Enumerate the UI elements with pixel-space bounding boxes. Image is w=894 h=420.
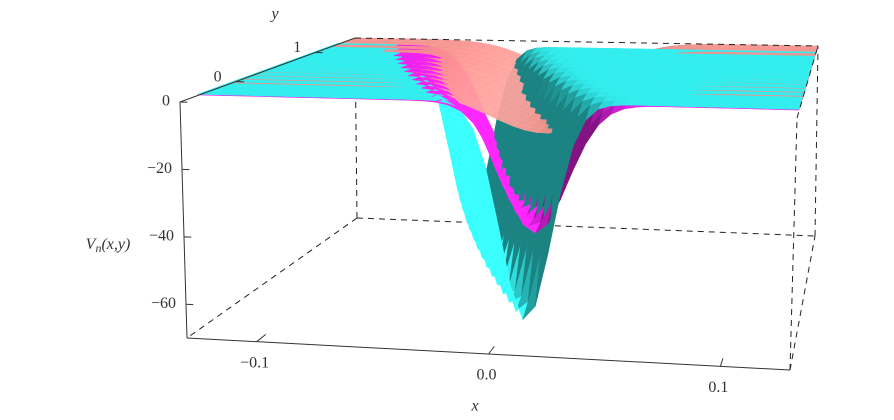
surface-patch <box>764 71 778 77</box>
z-tick-label: 0 <box>162 93 170 110</box>
surface-patch <box>740 95 756 101</box>
box-edge <box>789 235 816 371</box>
z-tick-label: −20 <box>147 160 172 177</box>
surface-patch <box>775 71 789 77</box>
surface-patch <box>786 71 800 77</box>
surface-patch <box>762 100 778 105</box>
surface-patch <box>780 59 794 65</box>
surface-patch <box>800 63 813 69</box>
x-tick-label: −0.1 <box>240 354 269 371</box>
y-axis-line <box>179 37 356 103</box>
surface-patch <box>802 55 816 61</box>
x-tick-label: 0.0 <box>477 367 497 384</box>
surface-patch <box>736 103 752 109</box>
y-tick-label: 1 <box>293 39 301 56</box>
surface-patch <box>790 59 804 65</box>
box-edge <box>789 117 798 371</box>
surface-patch <box>806 45 819 51</box>
y-tick-label: 0 <box>214 68 222 85</box>
box-edge <box>796 45 819 119</box>
surface-patch <box>764 96 780 101</box>
surfaces <box>197 37 819 321</box>
box-edge <box>356 217 816 237</box>
surface-patch <box>782 55 795 61</box>
y-axis-label: y <box>269 6 279 23</box>
box-front <box>179 37 819 371</box>
surface-patch <box>728 95 744 100</box>
surface-patch <box>767 63 782 69</box>
surface-patch <box>750 75 765 80</box>
surface-patch <box>762 75 776 81</box>
surface-patch <box>773 104 789 110</box>
surface-patch <box>773 75 787 81</box>
surface-patch <box>725 99 742 105</box>
box-back <box>186 37 816 339</box>
surface-patch <box>738 99 754 105</box>
surface-patch <box>792 55 805 61</box>
z-axis-line <box>179 101 188 339</box>
surface-patch <box>776 67 791 73</box>
box-edge <box>186 217 358 339</box>
surface-patch <box>776 96 792 102</box>
z-label-base: V <box>86 236 98 253</box>
surface-patch <box>766 67 780 73</box>
surface-patch <box>789 96 804 102</box>
surface-patch <box>775 100 790 106</box>
x-tick-label: 0.1 <box>708 379 728 396</box>
x-tick <box>488 346 495 355</box>
z-tick-label: −60 <box>151 295 176 312</box>
x-axis-label: x <box>470 398 478 415</box>
surface-patch <box>748 103 764 109</box>
surface-patch <box>797 72 811 77</box>
surface-patch <box>752 95 768 101</box>
surface-patch <box>778 63 792 69</box>
surface-patch <box>786 104 801 110</box>
surface-patch <box>787 67 801 73</box>
surface-patch <box>769 59 783 64</box>
x-tick <box>719 358 724 367</box>
surface-patch <box>755 67 769 72</box>
z-label-sub: n <box>95 241 101 255</box>
surface-patch <box>750 99 766 105</box>
box-edge <box>354 37 358 219</box>
surface-patch <box>771 55 785 60</box>
surface-patch <box>710 102 727 108</box>
surface-patch <box>787 100 802 106</box>
surface-patch <box>272 92 294 97</box>
z-tick-label: −40 <box>149 228 174 245</box>
z-label-args: (x,y) <box>101 236 130 253</box>
surface-patch <box>789 63 803 69</box>
z-axis-label: Vn(x,y) <box>86 236 131 255</box>
surface-patch <box>801 59 814 65</box>
surface-patch <box>795 76 810 81</box>
box-edge <box>814 45 819 237</box>
surface-patch <box>723 103 740 109</box>
box-edge <box>354 37 819 47</box>
surface-patch <box>752 71 767 76</box>
surface-patch <box>798 67 812 73</box>
surface-patch <box>761 104 776 110</box>
x-tick <box>256 334 267 343</box>
surface-patch <box>784 75 799 81</box>
